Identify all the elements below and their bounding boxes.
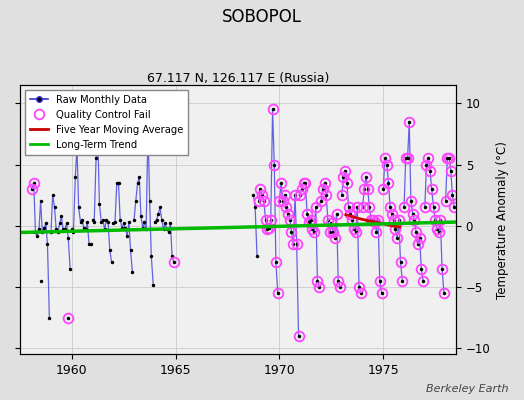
Y-axis label: Temperature Anomaly (°C): Temperature Anomaly (°C) [496,141,509,298]
Legend: Raw Monthly Data, Quality Control Fail, Five Year Moving Average, Long-Term Tren: Raw Monthly Data, Quality Control Fail, … [25,90,188,155]
Text: Berkeley Earth: Berkeley Earth [426,384,508,394]
Title: 67.117 N, 126.117 E (Russia): 67.117 N, 126.117 E (Russia) [147,72,329,85]
Text: SOBOPOL: SOBOPOL [222,8,302,26]
